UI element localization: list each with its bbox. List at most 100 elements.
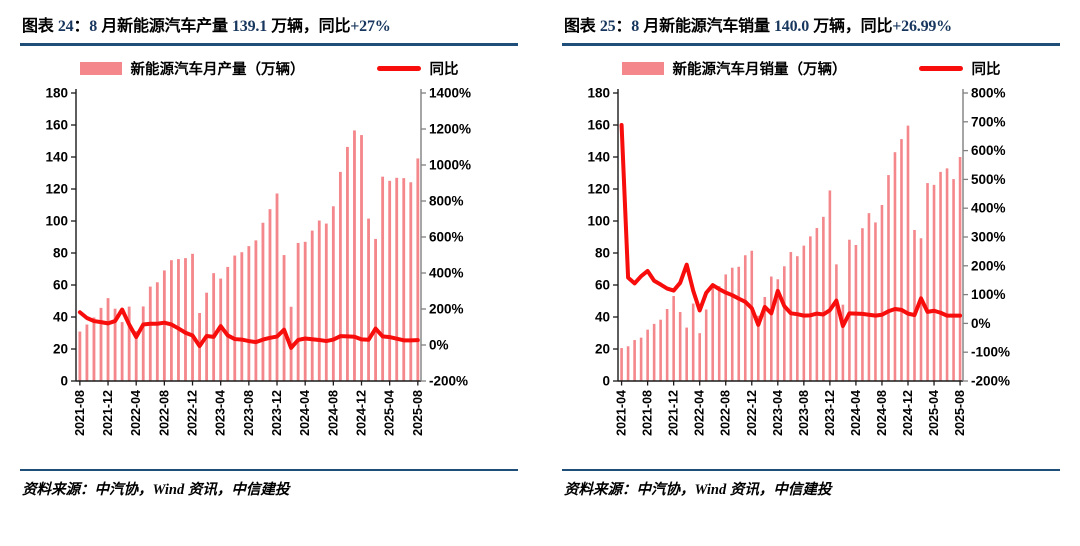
chart-panel-production: 图表 24：8 月新能源汽车产量 139.1 万辆，同比+27% 新能源汽车月产…	[20, 4, 518, 499]
tick-marks	[613, 92, 968, 382]
line-series-label: 同比	[971, 62, 1001, 78]
svg-text:100: 100	[45, 214, 68, 229]
svg-text:2023-12: 2023-12	[270, 390, 284, 436]
svg-text:2025-04: 2025-04	[927, 390, 941, 436]
svg-text:200%: 200%	[971, 258, 1006, 273]
bar-series-label: 新能源汽车月销量（万辆）	[672, 62, 847, 78]
title-text-segment: 图表	[22, 18, 58, 35]
svg-text:2024-12: 2024-12	[901, 390, 915, 436]
svg-text:40: 40	[53, 310, 68, 325]
legend: 新能源汽车月产量（万辆） 同比	[20, 58, 518, 79]
title-rule	[562, 43, 1060, 46]
line-series-swatch	[918, 66, 963, 71]
chart-title: 图表 25：8 月新能源汽车销量 140.0 万辆，同比+26.99%	[562, 4, 1060, 43]
report-figure-row: 图表 24：8 月新能源汽车产量 139.1 万辆，同比+27% 新能源汽车月产…	[20, 4, 1060, 499]
legend: 新能源汽车月销量（万辆） 同比	[562, 58, 1060, 79]
svg-text:40: 40	[595, 310, 610, 325]
svg-text:2024-04: 2024-04	[298, 390, 312, 436]
svg-text:2022-08: 2022-08	[719, 390, 733, 436]
title-text-segment: 月新能源汽车销量	[639, 18, 774, 35]
svg-text:700%: 700%	[971, 114, 1006, 129]
title-text-segment: 139.1	[232, 18, 268, 35]
svg-text:100%: 100%	[971, 287, 1006, 302]
axis-labels: 0 20 40 60 80 100 120 140 160 180 -200% 0% 200% 400% 6…	[45, 86, 471, 389]
svg-text:1000%: 1000%	[429, 158, 471, 173]
legend-item-bars: 新能源汽车月产量（万辆）	[79, 58, 305, 79]
bar-series-swatch	[79, 62, 122, 75]
title-text-segment: 月新能源汽车产量	[97, 18, 232, 35]
title-text-segment: 8	[631, 18, 640, 35]
sales-chart-svg: 0 20 40 60 80 100 120 140 160 180 -200% -100% 0% 100%…	[587, 86, 1010, 436]
title-rule	[20, 43, 518, 46]
title-text-segment: ：	[73, 18, 90, 35]
svg-text:80: 80	[53, 246, 68, 261]
svg-text:800%: 800%	[971, 86, 1006, 101]
title-text-segment: 25	[599, 18, 616, 35]
bar-series-swatch	[621, 62, 664, 75]
svg-text:80: 80	[595, 246, 610, 261]
chart-title: 图表 24：8 月新能源汽车产量 139.1 万辆，同比+27%	[20, 4, 518, 43]
title-text-segment: ：	[615, 18, 632, 35]
title-text-segment: +26.99%	[892, 18, 952, 35]
svg-text:60: 60	[595, 278, 610, 293]
svg-text:0%: 0%	[971, 316, 991, 331]
svg-text:60: 60	[53, 278, 68, 293]
line-series-label: 同比	[429, 62, 459, 78]
svg-text:120: 120	[45, 182, 68, 197]
svg-text:20: 20	[53, 342, 68, 357]
svg-text:20: 20	[595, 342, 610, 357]
svg-text:2022-04: 2022-04	[693, 390, 707, 436]
svg-text:400%: 400%	[971, 201, 1006, 216]
svg-text:2021-08: 2021-08	[641, 390, 655, 436]
svg-text:140: 140	[587, 150, 610, 165]
svg-text:2022-08: 2022-08	[157, 390, 171, 436]
svg-text:180: 180	[587, 86, 610, 101]
svg-text:100: 100	[587, 214, 610, 229]
svg-text:2023-04: 2023-04	[214, 390, 228, 436]
source-note: 资料来源：中汽协，Wind 资讯，中信建投	[562, 469, 1060, 499]
svg-text:2021-12: 2021-12	[101, 390, 115, 436]
svg-text:160: 160	[587, 118, 610, 133]
svg-text:-200%: -200%	[429, 374, 468, 389]
svg-text:140: 140	[45, 150, 68, 165]
axes	[617, 89, 964, 382]
svg-text:2025-04: 2025-04	[383, 390, 397, 436]
tick-marks	[71, 92, 426, 382]
title-text-segment: 万辆，同比	[809, 18, 893, 35]
svg-text:0%: 0%	[429, 338, 449, 353]
svg-text:2021-08: 2021-08	[73, 390, 87, 436]
axis-labels: 0 20 40 60 80 100 120 140 160 180 -200% -100% 0% 100%…	[587, 86, 1010, 389]
legend-item-bars: 新能源汽车月销量（万辆）	[621, 58, 847, 79]
svg-text:0: 0	[60, 374, 68, 389]
bar-series	[620, 125, 962, 381]
bar-series	[78, 130, 420, 381]
svg-text:400%: 400%	[429, 266, 464, 281]
svg-text:-100%: -100%	[971, 345, 1010, 360]
legend-item-line: 同比	[376, 58, 459, 79]
title-text-segment: 24	[57, 18, 74, 35]
svg-text:500%: 500%	[971, 172, 1006, 187]
svg-text:2022-12: 2022-12	[745, 390, 759, 436]
svg-text:2025-08: 2025-08	[411, 390, 425, 436]
svg-text:180: 180	[45, 86, 68, 101]
title-text-segment: 140.0	[774, 18, 810, 35]
svg-text:0: 0	[602, 374, 610, 389]
title-text-segment: 万辆，同比	[267, 18, 351, 35]
svg-text:300%: 300%	[971, 230, 1006, 245]
svg-text:2024-12: 2024-12	[355, 390, 369, 436]
svg-text:2024-04: 2024-04	[849, 390, 863, 436]
svg-text:600%: 600%	[429, 230, 464, 245]
svg-text:2024-08: 2024-08	[326, 390, 340, 436]
line-series-swatch	[376, 66, 421, 71]
x-axis-labels: 2021-04 2021-08 2021-12 2022-04 2022-08 2022-…	[615, 381, 967, 436]
svg-text:2021-12: 2021-12	[667, 390, 681, 436]
title-text-segment: 图表	[564, 18, 600, 35]
svg-text:600%: 600%	[971, 143, 1006, 158]
svg-text:2024-08: 2024-08	[875, 390, 889, 436]
svg-text:-200%: -200%	[971, 374, 1010, 389]
bar-series-label: 新能源汽车月产量（万辆）	[130, 62, 305, 78]
svg-text:2023-08: 2023-08	[797, 390, 811, 436]
title-text-segment: +27%	[350, 18, 391, 35]
svg-text:200%: 200%	[429, 302, 464, 317]
legend-item-line: 同比	[918, 58, 1001, 79]
